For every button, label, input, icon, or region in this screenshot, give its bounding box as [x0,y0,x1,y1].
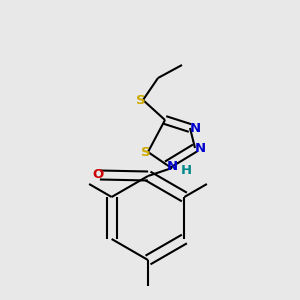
Text: H: H [180,164,192,176]
Text: S: S [141,146,151,158]
Text: N: N [189,122,201,134]
Text: N: N [167,160,178,173]
Text: N: N [194,142,206,154]
Text: S: S [136,94,146,106]
Text: O: O [92,167,104,181]
